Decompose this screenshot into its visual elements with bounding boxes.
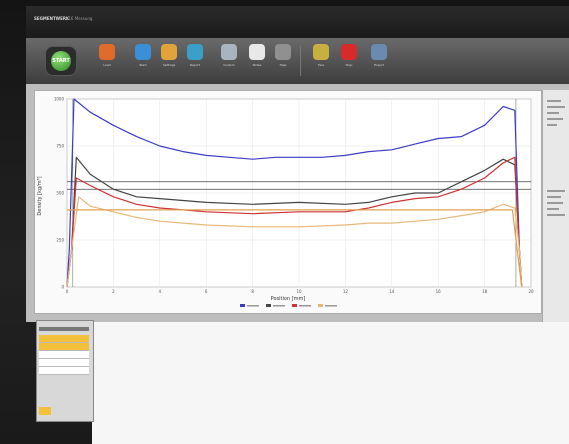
side-text-line (547, 196, 561, 198)
stop-button[interactable]: Stop (332, 42, 366, 80)
x-axis-label: Position [mm] (271, 296, 306, 302)
export-button[interactable]: Export (362, 42, 396, 80)
side-text-line (547, 106, 565, 108)
tare-button[interactable]: Tare (304, 42, 338, 80)
y-tick-label: 0 (61, 285, 64, 290)
toolbar-button-label: Load (103, 63, 111, 67)
legend-swatch (240, 304, 245, 307)
series-line-4 (66, 196, 523, 288)
series-line-2 (66, 156, 523, 288)
tools-button[interactable]: Custom (212, 42, 246, 80)
x-tick-label: 6 (205, 289, 208, 294)
pie-icon (187, 44, 203, 60)
x-tick-label: 10 (296, 289, 302, 294)
legend-label (299, 305, 311, 307)
x-tick-label: 2 (112, 289, 115, 294)
x-tick-label: 8 (251, 289, 254, 294)
chart-ticks: 0 2 4 6 8 10 12 14 16 18 20 0 250 500 750 1000 (54, 97, 534, 295)
y-tick-label: 750 (56, 144, 64, 149)
density-profile-chart: 0 2 4 6 8 10 12 14 16 18 20 0 250 500 750 1000 Position… (37, 97, 534, 307)
toolbar-button-label: Start (139, 63, 147, 67)
panel-tab[interactable] (39, 407, 51, 415)
toolbar-button-label: Report (190, 63, 200, 67)
chart-grid (66, 98, 532, 288)
toolbar-button-label: Custom (223, 63, 235, 67)
star-icon (313, 44, 329, 60)
legend-swatch (266, 304, 271, 307)
table-row[interactable] (39, 351, 89, 359)
x-tick-label: 0 (66, 289, 69, 294)
start-button[interactable]: START (45, 46, 77, 76)
toolbar-button-label: Settings (162, 63, 176, 67)
monitor-icon (135, 44, 151, 60)
toolbar-button-label: Tare (317, 63, 325, 67)
legend-swatch (292, 304, 297, 307)
side-text-line (547, 214, 565, 216)
folder-icon (99, 44, 115, 60)
x-tick-label: 20 (528, 289, 534, 294)
help-button[interactable]: Help (266, 42, 300, 80)
database-icon (161, 44, 177, 60)
title-bar: SEGMENTWERK v16 Messung (26, 6, 569, 38)
page-background (92, 322, 569, 444)
open-button[interactable]: Load (90, 42, 124, 80)
table-row[interactable] (39, 359, 89, 367)
x-tick-label: 14 (389, 289, 395, 294)
start-icon: START (51, 51, 71, 71)
info-side-panel (542, 90, 569, 322)
chart-panel: 0 2 4 6 8 10 12 14 16 18 20 0 250 500 750 1000 Position… (34, 90, 542, 314)
side-text-line (547, 208, 559, 210)
legend-swatch (318, 304, 323, 307)
toolbar: START Load Start Settings Report Custom Notes… (26, 38, 569, 84)
series-line-1 (66, 98, 523, 288)
application-window: SEGMENTWERK v16 Messung START Load Start S… (26, 6, 569, 322)
samples-table-header (39, 327, 89, 331)
y-tick-label: 1000 (54, 97, 65, 102)
table-row[interactable] (39, 367, 89, 375)
samples-panel (36, 320, 94, 422)
toolbar-button-label: Export (374, 63, 384, 67)
notes-icon (249, 44, 265, 60)
legend-label (247, 305, 259, 307)
monitor-button[interactable]: Start (126, 42, 160, 80)
chart-legend (240, 304, 337, 307)
y-axis-label: Density [kg/m³] (37, 176, 43, 215)
notes-button[interactable]: Notes (240, 42, 274, 80)
app-title: SEGMENTWERK (34, 16, 70, 21)
help-icon (275, 44, 291, 60)
side-text-line (547, 112, 559, 114)
stop-icon (341, 44, 357, 60)
table-row[interactable] (39, 343, 89, 351)
export-icon (371, 44, 387, 60)
app-subtitle: v16 Messung (66, 16, 93, 21)
side-text-line (547, 202, 563, 204)
toolbar-button-label: Notes (252, 63, 262, 67)
tools-icon (221, 44, 237, 60)
reference-lines (67, 181, 531, 190)
y-tick-label: 500 (56, 191, 64, 196)
report-button[interactable]: Report (178, 42, 212, 80)
series-line-5 (67, 209, 523, 288)
y-tick-label: 250 (56, 238, 64, 243)
legend-label (273, 305, 285, 307)
toolbar-button-label: Help (279, 63, 287, 67)
x-tick-label: 18 (482, 289, 488, 294)
x-tick-label: 4 (159, 289, 162, 294)
side-text-line (547, 124, 557, 126)
chart-series (66, 98, 523, 288)
side-text-line (547, 190, 565, 192)
toolbar-button-label: Stop (345, 63, 353, 67)
table-row[interactable] (39, 335, 89, 343)
series-line-3 (66, 156, 523, 288)
toolbar-separator (300, 46, 301, 76)
x-tick-label: 12 (343, 289, 349, 294)
legend-label (325, 305, 337, 307)
side-text-line (547, 118, 563, 120)
x-tick-label: 16 (436, 289, 442, 294)
database-button[interactable]: Settings (152, 42, 186, 80)
side-text-line (547, 100, 561, 102)
